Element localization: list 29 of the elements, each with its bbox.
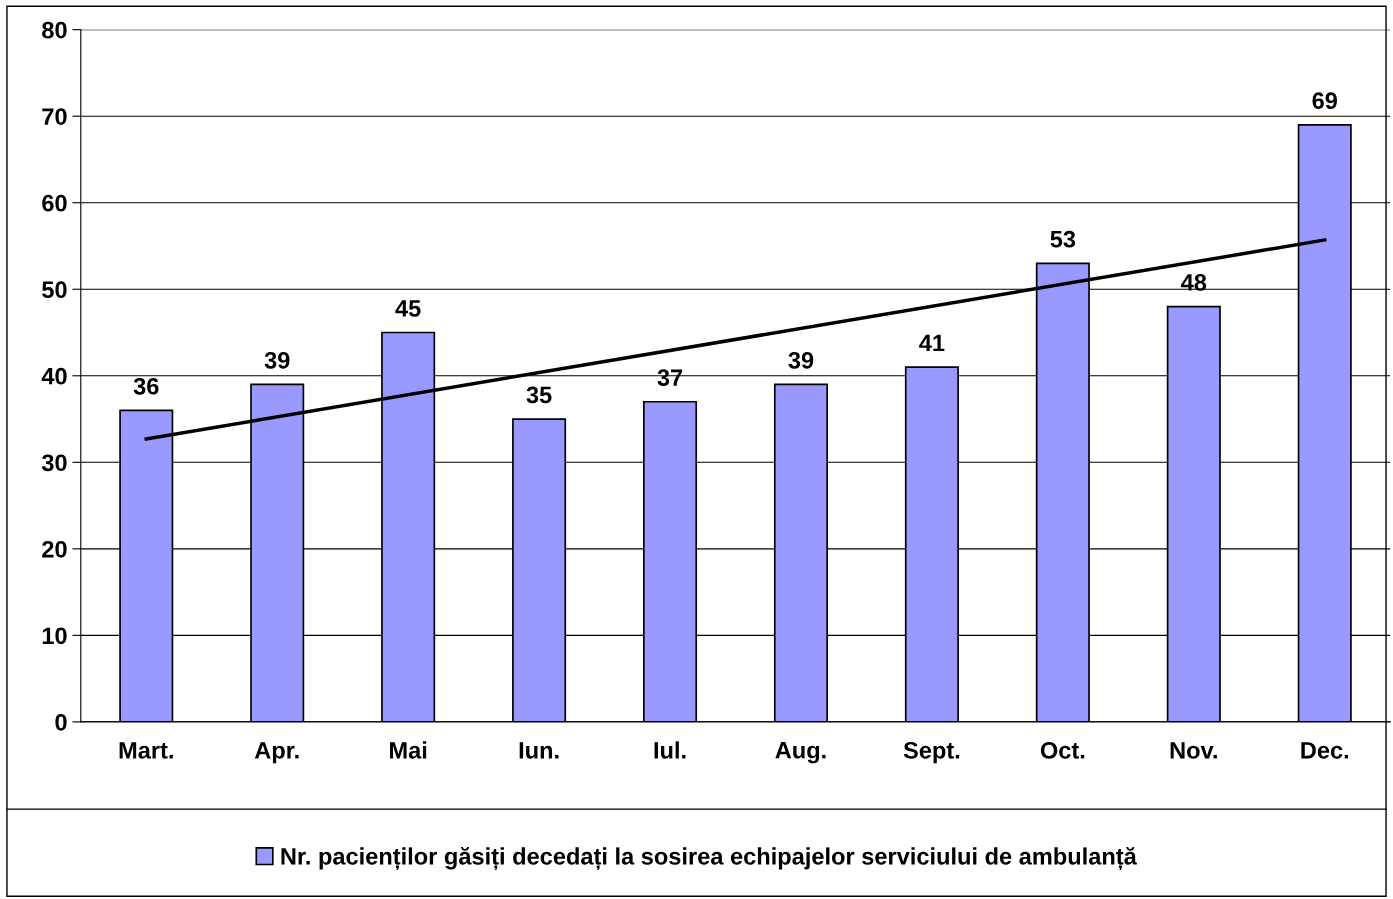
y-tick-label: 10	[42, 627, 67, 645]
x-tick-label: Aug.	[775, 742, 826, 764]
y-tick-label: 70	[42, 108, 67, 125]
data-label: 39	[264, 351, 290, 369]
x-tick-label: Sept.	[903, 741, 960, 764]
y-tick-label: 60	[42, 194, 67, 212]
legend-label: Nr. pacienților găsiți decedați la sosirea echipajelor serviciului de ambulanță	[281, 847, 1137, 870]
x-tick-label: Iun.	[519, 742, 559, 759]
y-tick-label: 0	[55, 713, 67, 731]
y-tick-label: 20	[42, 540, 67, 558]
y-tick-label: 30	[41, 454, 67, 472]
y-tick-label: 40	[41, 367, 67, 385]
x-tick-label: Oct.	[1040, 741, 1085, 759]
data-label: 48	[1181, 274, 1207, 291]
x-tick-label: Nov.	[1170, 742, 1217, 759]
x-tick-label: Apr.	[254, 742, 299, 764]
data-label: 36	[133, 377, 159, 395]
x-tick-label: Iul.	[654, 741, 686, 759]
data-label: 39	[788, 351, 814, 369]
y-tick-label: 80	[42, 21, 67, 39]
x-tick-label: Dec.	[1301, 742, 1349, 759]
x-tick-label: Mai	[390, 741, 427, 759]
data-label: 35	[526, 386, 552, 404]
data-label: 45	[395, 300, 421, 317]
y-tick-label: 50	[42, 281, 67, 299]
data-label: 53	[1050, 230, 1076, 248]
data-label: 69	[1312, 92, 1337, 110]
x-tick-label: Mart.	[119, 742, 173, 759]
data-label: 41	[919, 334, 945, 352]
